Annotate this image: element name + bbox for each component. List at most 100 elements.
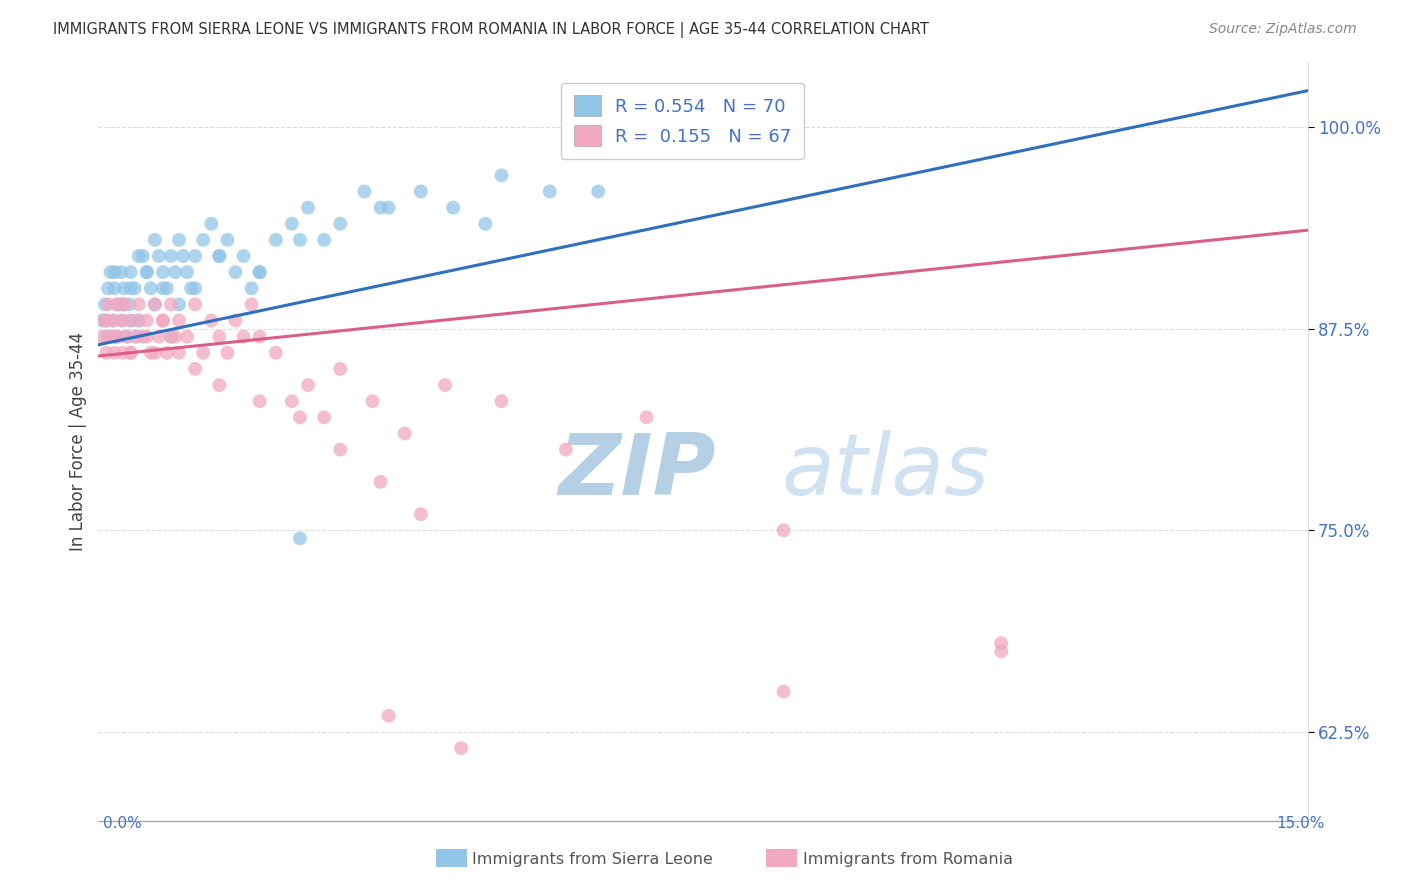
Point <box>208 378 231 392</box>
Point <box>120 346 142 360</box>
Point <box>249 329 271 343</box>
Point <box>128 313 150 327</box>
Point <box>91 329 114 343</box>
Point <box>450 741 472 756</box>
Text: Immigrants from Sierra Leone: Immigrants from Sierra Leone <box>472 852 713 867</box>
Point <box>135 265 157 279</box>
Point <box>538 185 561 199</box>
Point <box>249 265 271 279</box>
Point <box>156 281 179 295</box>
Point <box>97 281 120 295</box>
Point <box>441 201 464 215</box>
Text: Source: ZipAtlas.com: Source: ZipAtlas.com <box>1209 22 1357 37</box>
Point <box>167 233 190 247</box>
Point <box>160 297 183 311</box>
Point <box>232 329 254 343</box>
Point <box>115 329 138 343</box>
Point <box>200 313 222 327</box>
Point <box>377 708 399 723</box>
Point <box>474 217 496 231</box>
Point <box>103 281 125 295</box>
Point <box>96 313 118 327</box>
Point <box>281 394 304 409</box>
Point <box>555 442 578 457</box>
Point <box>232 249 254 263</box>
Point <box>120 281 142 295</box>
Text: IMMIGRANTS FROM SIERRA LEONE VS IMMIGRANTS FROM ROMANIA IN LABOR FORCE | AGE 35-: IMMIGRANTS FROM SIERRA LEONE VS IMMIGRAN… <box>53 22 929 38</box>
Point <box>120 346 142 360</box>
Legend: R = 0.554   N = 70, R =  0.155   N = 67: R = 0.554 N = 70, R = 0.155 N = 67 <box>561 83 804 159</box>
Point <box>167 297 190 311</box>
Point <box>124 329 146 343</box>
Point <box>409 185 432 199</box>
Point <box>94 297 117 311</box>
Point <box>329 362 352 376</box>
Point <box>128 297 150 311</box>
Point <box>148 249 170 263</box>
Point <box>107 329 129 343</box>
Point <box>101 313 124 327</box>
Point <box>297 378 319 392</box>
Point <box>240 297 263 311</box>
Point <box>135 329 157 343</box>
Point <box>163 329 186 343</box>
Point <box>132 249 155 263</box>
Point <box>111 297 134 311</box>
Point <box>143 233 166 247</box>
Point <box>651 120 673 134</box>
Point <box>264 233 287 247</box>
Point <box>361 394 384 409</box>
Point <box>167 346 190 360</box>
Point <box>329 442 352 457</box>
Point <box>288 410 311 425</box>
Point <box>96 329 118 343</box>
Point <box>264 346 287 360</box>
Point <box>103 265 125 279</box>
Point <box>314 233 336 247</box>
Text: 0.0%: 0.0% <box>103 816 142 831</box>
Point <box>143 297 166 311</box>
Point <box>314 410 336 425</box>
Point <box>128 313 150 327</box>
Point <box>127 329 149 343</box>
Point <box>281 217 304 231</box>
Point <box>111 297 134 311</box>
Point <box>103 346 125 360</box>
Point <box>163 265 186 279</box>
Point <box>240 281 263 295</box>
Point <box>217 346 239 360</box>
Point <box>491 169 513 183</box>
Point <box>111 313 134 327</box>
Point <box>409 507 432 521</box>
Point <box>139 281 162 295</box>
Point <box>586 185 609 199</box>
Point <box>184 362 207 376</box>
Point <box>101 313 124 327</box>
Point <box>111 346 134 360</box>
Point <box>249 265 271 279</box>
Point <box>377 201 399 215</box>
Y-axis label: In Labor Force | Age 35-44: In Labor Force | Age 35-44 <box>69 332 87 551</box>
Point <box>152 281 174 295</box>
Point <box>772 684 794 698</box>
Point <box>184 249 207 263</box>
Point <box>224 313 246 327</box>
Point <box>184 297 207 311</box>
Point <box>208 249 231 263</box>
Point <box>135 313 157 327</box>
Point <box>110 313 132 327</box>
Point <box>193 346 215 360</box>
Point <box>772 523 794 537</box>
Point <box>96 313 118 327</box>
Point <box>491 394 513 409</box>
Point <box>143 297 166 311</box>
Point <box>208 329 231 343</box>
Point <box>160 329 183 343</box>
Point <box>990 636 1012 650</box>
Point <box>110 265 132 279</box>
Point <box>184 281 207 295</box>
Point <box>139 346 162 360</box>
Point <box>152 265 174 279</box>
Point <box>180 281 202 295</box>
Point <box>100 265 122 279</box>
